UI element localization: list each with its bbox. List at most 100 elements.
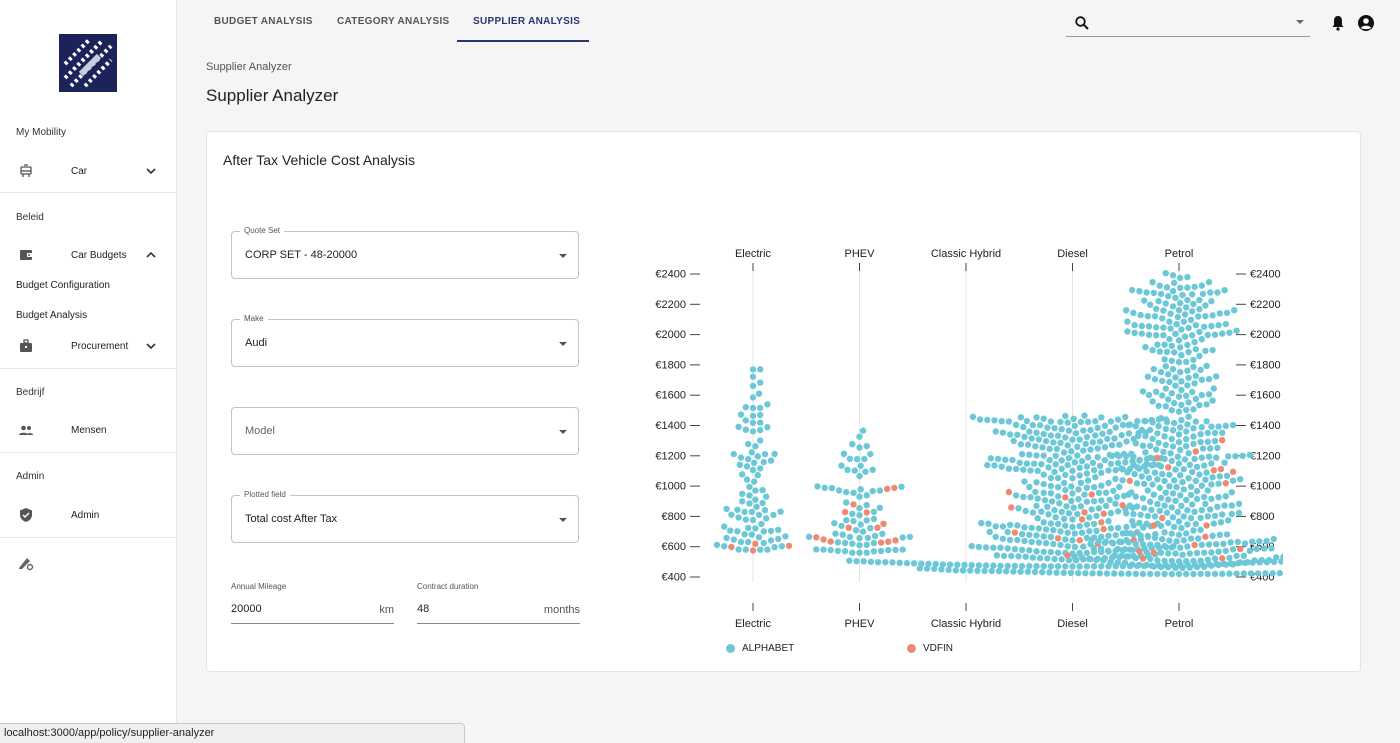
edit-settings-icon[interactable]: [17, 554, 34, 571]
category-label-top: Classic Hybrid: [931, 248, 1001, 260]
data-point-alphabet: [885, 546, 892, 554]
data-point-alphabet: [1177, 472, 1184, 479]
data-point-alphabet: [1062, 434, 1069, 441]
data-point-vdfin: [1219, 555, 1226, 562]
data-point-alphabet: [1113, 493, 1121, 501]
data-point-alphabet: [1132, 540, 1139, 548]
data-point-alphabet: [723, 534, 730, 542]
data-point-alphabet: [1231, 307, 1238, 314]
tab-budget-analysis[interactable]: BUDGET ANALYSIS: [214, 16, 313, 27]
data-point-alphabet: [721, 523, 728, 530]
tab-category-analysis[interactable]: CATEGORY ANALYSIS: [337, 16, 450, 27]
data-point-alphabet: [1142, 418, 1149, 425]
data-point-alphabet: [1096, 570, 1103, 577]
data-point-alphabet: [753, 503, 760, 510]
data-point-alphabet: [1093, 512, 1100, 520]
model-select[interactable]: Model: [231, 407, 579, 455]
data-point-alphabet: [1147, 454, 1154, 461]
data-point-alphabet: [1169, 514, 1177, 521]
data-point-alphabet: [1047, 418, 1055, 425]
data-point-alphabet: [1038, 508, 1045, 515]
data-point-alphabet: [1084, 477, 1092, 484]
data-point-alphabet: [1093, 527, 1100, 534]
data-point-alphabet: [1112, 532, 1119, 539]
data-point-alphabet: [1157, 463, 1165, 470]
data-point-alphabet: [1142, 432, 1149, 440]
data-point-alphabet: [1094, 454, 1101, 461]
sidebar-item-admin[interactable]: Admin: [0, 500, 176, 530]
data-point-alphabet: [899, 534, 906, 541]
data-point-alphabet: [1069, 523, 1076, 531]
data-point-alphabet: [1029, 509, 1037, 516]
quote-set-select[interactable]: Quote Set CORP SET - 48-20000: [231, 226, 579, 279]
y-tick-label-right: €1400: [1250, 420, 1281, 432]
data-point-alphabet: [749, 412, 757, 419]
data-point-alphabet: [759, 486, 766, 494]
y-tick-label-left: €800: [662, 511, 686, 523]
page-title: Supplier Analyzer: [206, 86, 339, 105]
make-select[interactable]: Make Audi: [231, 314, 579, 367]
app-logo[interactable]: [59, 34, 117, 92]
data-point-alphabet: [1239, 452, 1246, 460]
data-point-alphabet: [1076, 436, 1083, 443]
data-point-alphabet: [1032, 488, 1039, 496]
search-input[interactable]: [1066, 10, 1310, 37]
data-point-alphabet: [999, 429, 1007, 436]
data-point-alphabet: [1143, 468, 1150, 475]
data-point-alphabet: [1162, 425, 1169, 433]
data-point-alphabet: [1202, 313, 1209, 320]
data-point-alphabet: [1237, 559, 1244, 566]
data-point-alphabet: [863, 541, 870, 548]
data-point-alphabet: [1039, 444, 1046, 451]
data-point-vdfin: [1203, 522, 1210, 529]
data-point-alphabet: [1098, 497, 1105, 504]
data-point-alphabet: [1153, 324, 1160, 331]
data-point-alphabet: [1133, 503, 1141, 510]
data-point-alphabet: [856, 444, 863, 451]
notifications-icon[interactable]: [1330, 14, 1346, 32]
data-point-vdfin: [1191, 541, 1198, 549]
contract-duration-field[interactable]: Contract duration 48 months: [417, 578, 580, 624]
data-point-alphabet: [1141, 504, 1148, 512]
sidebar-item-budget-configuration[interactable]: Budget Configuration: [16, 280, 110, 291]
data-point-alphabet: [1178, 326, 1185, 333]
account-icon[interactable]: [1357, 14, 1375, 32]
data-point-alphabet: [1145, 323, 1153, 330]
data-point-alphabet: [1261, 545, 1268, 552]
data-point-alphabet: [1172, 374, 1179, 381]
data-point-alphabet: [1002, 456, 1009, 463]
sidebar-item-procurement[interactable]: Procurement: [0, 331, 176, 361]
plotted-field-select[interactable]: Plotted field Total cost After Tax: [231, 490, 579, 543]
data-point-alphabet: [757, 426, 764, 434]
sidebar-item-label: Mensen: [71, 424, 107, 436]
data-point-vdfin: [1008, 504, 1015, 511]
annual-mileage-field[interactable]: Annual Mileage 20000 km: [231, 578, 394, 624]
data-point-alphabet: [1093, 556, 1100, 564]
data-point-alphabet: [713, 541, 721, 549]
data-point-alphabet: [1034, 467, 1041, 474]
data-point-alphabet: [1203, 469, 1210, 476]
sidebar-item-mensen[interactable]: Mensen: [0, 415, 176, 445]
data-point-alphabet: [1101, 422, 1109, 429]
data-point-alphabet: [1131, 321, 1138, 329]
data-point-alphabet: [1175, 337, 1183, 344]
data-point-alphabet: [1136, 519, 1143, 527]
sidebar-item-car-budgets[interactable]: Car Budgets: [0, 240, 176, 270]
data-point-vdfin: [845, 524, 852, 531]
search-dropdown-icon[interactable]: [1296, 20, 1304, 24]
data-point-alphabet: [1265, 556, 1273, 564]
data-point-alphabet: [1209, 532, 1216, 539]
data-point-alphabet: [856, 512, 863, 519]
sidebar-item-budget-analysis[interactable]: Budget Analysis: [16, 310, 88, 321]
data-point-alphabet: [752, 496, 759, 503]
data-point-alphabet: [1011, 562, 1019, 570]
data-point-alphabet: [757, 546, 764, 553]
data-point-alphabet: [1087, 426, 1094, 434]
data-point-alphabet: [1171, 523, 1178, 531]
active-tab-indicator: [457, 40, 589, 42]
data-point-alphabet: [1033, 429, 1040, 436]
data-point-alphabet: [1105, 547, 1112, 554]
sidebar-item-car[interactable]: Car: [0, 156, 176, 186]
tab-supplier-analysis[interactable]: SUPPLIER ANALYSIS: [473, 16, 581, 27]
data-point-alphabet: [1112, 475, 1119, 483]
